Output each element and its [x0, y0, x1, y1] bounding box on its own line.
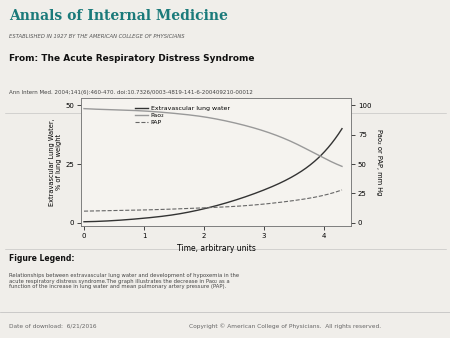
Line: Pao₂: Pao₂	[84, 108, 342, 166]
Extravascular lung water	[239, 196, 245, 200]
Extravascular lung water	[81, 220, 87, 224]
PAP	[235, 204, 240, 208]
Text: Copyright © American College of Physicians.  All rights reserved.: Copyright © American College of Physicia…	[189, 323, 381, 329]
Y-axis label: Pao₂ or PAP, mm Hg: Pao₂ or PAP, mm Hg	[376, 129, 382, 195]
X-axis label: Time, arbitrary units: Time, arbitrary units	[176, 244, 256, 252]
Pao₂	[315, 153, 320, 157]
Extravascular lung water	[339, 127, 345, 131]
Text: From: The Acute Respiratory Distress Syndrome: From: The Acute Respiratory Distress Syn…	[9, 54, 255, 63]
Text: Ann Intern Med. 2004;141(6):460-470. doi:10.7326/0003-4819-141-6-200409210-00012: Ann Intern Med. 2004;141(6):460-470. doi…	[9, 90, 253, 95]
Text: Date of download:  6/21/2016: Date of download: 6/21/2016	[9, 323, 96, 328]
Text: Figure Legend:: Figure Legend:	[9, 254, 75, 263]
PAP	[339, 188, 345, 192]
Pao₂	[81, 106, 87, 111]
PAP	[299, 197, 304, 201]
PAP	[81, 209, 87, 213]
PAP	[315, 195, 320, 199]
Extravascular lung water	[235, 197, 240, 201]
Pao₂	[235, 122, 240, 126]
Line: Extravascular lung water: Extravascular lung water	[84, 129, 342, 222]
PAP	[239, 204, 245, 208]
PAP	[234, 204, 239, 208]
Extravascular lung water	[315, 156, 320, 161]
Line: PAP: PAP	[84, 190, 342, 211]
Text: Relationships between extravascular lung water and development of hypoxemia in t: Relationships between extravascular lung…	[9, 273, 239, 289]
Text: Annals of Internal Medicine: Annals of Internal Medicine	[9, 9, 228, 23]
Pao₂	[234, 121, 239, 125]
Pao₂	[82, 107, 88, 111]
Text: ESTABLISHED IN 1927 BY THE AMERICAN COLLEGE OF PHYSICIANS: ESTABLISHED IN 1927 BY THE AMERICAN COLL…	[9, 34, 184, 39]
Extravascular lung water	[299, 169, 304, 173]
Pao₂	[239, 123, 245, 127]
Extravascular lung water	[82, 220, 88, 224]
Pao₂	[339, 164, 345, 168]
Legend: Extravascular lung water, Pao₂, PAP: Extravascular lung water, Pao₂, PAP	[133, 104, 232, 127]
Y-axis label: Extravascular Lung Water,
% of lung weight: Extravascular Lung Water, % of lung weig…	[50, 118, 63, 206]
Pao₂	[299, 144, 304, 148]
PAP	[82, 209, 88, 213]
Extravascular lung water	[234, 198, 239, 202]
